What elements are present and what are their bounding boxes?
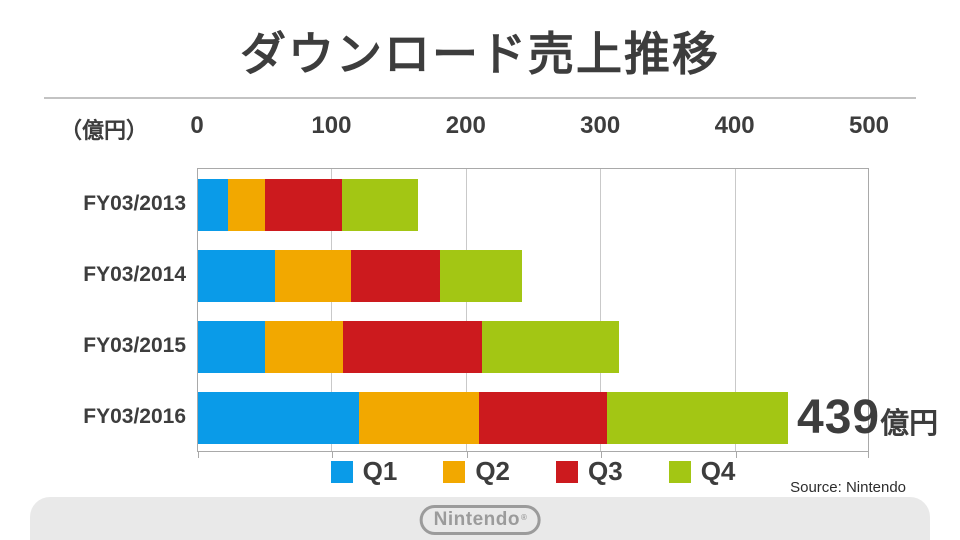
legend-swatch-q3 — [556, 460, 578, 483]
total-annotation: 439億円 — [797, 390, 938, 445]
nintendo-logo: Nintendo® — [419, 505, 541, 535]
bar-segment-q2 — [227, 178, 266, 231]
registered-trademark-icon: ® — [520, 513, 528, 522]
legend-item-q1: Q1 — [330, 456, 398, 487]
plot-area — [197, 168, 869, 458]
legend-item-q3: Q3 — [556, 456, 623, 487]
x-tickmark-100 — [332, 451, 334, 458]
legend-item-q4: Q4 — [668, 456, 736, 487]
axis-unit-label: （億円） — [60, 118, 149, 143]
bar-segment-q1 — [198, 320, 266, 373]
x-tickmark-300 — [601, 451, 603, 458]
x-tick-label-100: 100 — [311, 112, 352, 139]
legend-item-q2: Q2 — [443, 456, 510, 487]
x-tick-label-500: 500 — [848, 112, 890, 139]
bar-segment-q2 — [359, 391, 479, 444]
bar-segment-q1 — [198, 391, 360, 444]
x-tick-label-200: 200 — [445, 112, 486, 139]
legend-label-q1: Q1 — [362, 456, 398, 486]
gridline-300 — [600, 169, 602, 451]
bar-fy03-2013 — [198, 178, 419, 231]
gridline-200 — [465, 169, 467, 451]
x-tickmark-200 — [466, 451, 468, 458]
total-value: 439 — [797, 390, 881, 444]
category-label-fy03-2013: FY03/2013 — [83, 191, 186, 215]
legend-label-q2: Q2 — [475, 456, 510, 486]
category-label-fy03-2016: FY03/2016 — [83, 404, 186, 428]
bar-fy03-2015 — [198, 320, 619, 373]
legend: Q1 Q2 Q3 Q4 — [197, 456, 869, 487]
x-tick-label-300: 300 — [580, 112, 621, 139]
legend-swatch-q1 — [330, 460, 353, 483]
bar-segment-q4 — [439, 249, 522, 302]
bar-segment-q4 — [481, 320, 619, 373]
page-title: ダウンロード売上推移 — [240, 28, 720, 80]
x-tick-label-400: 400 — [714, 112, 755, 139]
bar-segment-q3 — [478, 391, 607, 444]
footer-band: Nintendo® — [30, 497, 930, 540]
x-tick-label-0: 0 — [190, 112, 204, 139]
legend-swatch-q2 — [443, 460, 466, 483]
bar-fy03-2014 — [198, 249, 522, 302]
legend-label-q3: Q3 — [588, 456, 623, 486]
legend-swatch-q4 — [668, 460, 691, 483]
bar-segment-q3 — [343, 320, 482, 373]
bar-segment-q2 — [265, 320, 344, 373]
x-tickmark-500 — [868, 451, 869, 458]
nintendo-logo-text: Nintendo — [433, 509, 520, 530]
bar-segment-q3 — [351, 249, 440, 302]
total-unit: 億円 — [880, 407, 939, 440]
gridline-100 — [331, 169, 333, 451]
category-label-fy03-2014: FY03/2014 — [83, 262, 186, 286]
title-divider — [44, 97, 916, 99]
bar-segment-q4 — [606, 391, 788, 444]
bar-segment-q1 — [198, 249, 275, 302]
source-note: Source: Nintendo — [790, 479, 906, 496]
gridline-400 — [734, 169, 736, 451]
bar-fy03-2016 — [198, 391, 788, 444]
x-tickmark-400 — [735, 451, 737, 458]
x-tickmark-0 — [198, 451, 199, 458]
bar-segment-q2 — [274, 249, 352, 302]
bar-segment-q1 — [198, 178, 228, 231]
legend-label-q4: Q4 — [700, 456, 736, 486]
bar-segment-q3 — [265, 178, 342, 231]
category-label-fy03-2015: FY03/2015 — [83, 333, 186, 357]
bar-segment-q4 — [341, 178, 419, 231]
